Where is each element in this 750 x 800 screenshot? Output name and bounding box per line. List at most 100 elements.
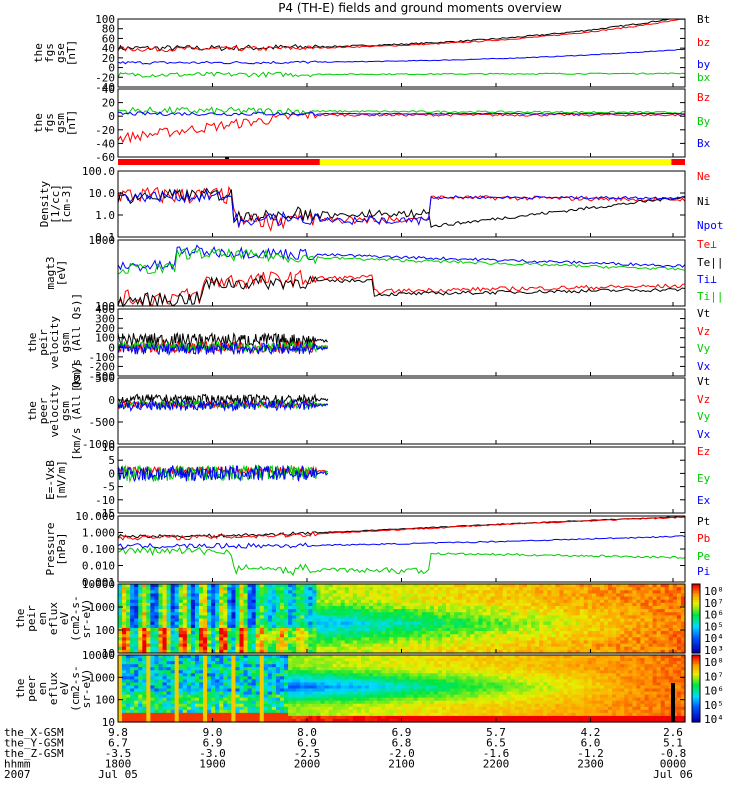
spectrogram-cell [458, 609, 463, 613]
spectrogram-cell [324, 703, 330, 708]
spectrogram-cell [207, 590, 212, 595]
spectrogram-cell [158, 673, 164, 677]
spectrogram-cell [377, 661, 382, 665]
spectrogram-cell [138, 615, 143, 620]
spectrogram-cell [506, 593, 512, 598]
spectrogram-cell [389, 593, 394, 598]
spectrogram-cell [162, 694, 168, 699]
spectrogram-cell [170, 631, 176, 635]
spectrogram-cell [620, 618, 625, 623]
spectrogram-cell [243, 590, 249, 595]
spectrogram-cell [373, 682, 378, 687]
spectrogram-cell [356, 709, 362, 714]
spectrogram-cell [231, 694, 237, 699]
spectrogram-cell [150, 643, 156, 648]
spectrogram-cell [304, 609, 309, 613]
spectrogram-cell [223, 667, 228, 671]
spectrogram-cell [680, 621, 686, 626]
spectrogram-cell [648, 637, 654, 642]
spectrogram-cell [450, 640, 455, 645]
spectrogram-cell [506, 618, 512, 623]
y-tick-label: -20 [95, 124, 115, 137]
spectrogram-cell [292, 637, 297, 642]
spectrogram-cell [158, 602, 164, 607]
spectrogram-cell [207, 682, 212, 687]
spectrogram-cell [126, 624, 131, 629]
spectrogram-cell [664, 605, 670, 610]
spectrogram-cell [190, 703, 196, 708]
spectrogram-cell [344, 658, 350, 662]
spectrogram-cell [547, 593, 552, 598]
spectrogram-cell [656, 596, 662, 601]
spectrogram-cell [316, 618, 322, 623]
spectrogram-cell [199, 624, 204, 629]
spectrogram-cell [280, 584, 285, 588]
spectrogram-cell [130, 596, 135, 601]
spectrogram-cell [174, 590, 180, 595]
colorbar-cell [692, 595, 700, 599]
spectrogram-cell [567, 590, 573, 595]
spectrogram-cell [425, 612, 431, 616]
spectrogram-cell [401, 682, 407, 687]
spectrogram-cell [324, 624, 330, 629]
spectrogram-cell [162, 593, 168, 598]
spectrogram-cell [126, 682, 131, 687]
spectrogram-cell [494, 584, 500, 588]
spectrogram-cell [462, 584, 467, 588]
spectrogram-cell [591, 605, 597, 610]
spectrogram-cell [146, 682, 151, 687]
colorbar-cell [692, 641, 700, 645]
spectrogram-cell [174, 676, 180, 680]
spectrogram-cell [332, 596, 338, 601]
spectrogram-cell [162, 718, 168, 723]
spectrogram-cell [518, 627, 524, 632]
spectrogram-cell [223, 596, 228, 601]
spectrogram-cell [648, 624, 654, 629]
spectrogram-cell [239, 688, 245, 693]
spectrogram-cell [636, 596, 642, 601]
spectrogram-cell [223, 605, 228, 610]
spectrogram-cell [259, 637, 265, 642]
spectrogram-cell [328, 590, 334, 595]
spectrogram-cell [393, 673, 399, 677]
spectrogram-cell [624, 599, 629, 604]
spectrogram-cell [365, 655, 370, 659]
spectrogram-cell [292, 685, 297, 690]
spectrogram-cell [186, 643, 192, 648]
y-tick-label: 0 [108, 467, 115, 480]
spectrogram-cell [429, 634, 435, 638]
spectrogram-cell [632, 637, 637, 642]
spectrogram-cell [251, 584, 257, 588]
spectrogram-cell [547, 627, 552, 632]
spectrogram-cell [130, 709, 135, 714]
spectrogram-cell [239, 706, 245, 711]
spectrogram-cell [640, 649, 646, 654]
spectrogram-cell [518, 640, 524, 645]
spectrogram-cell [543, 637, 548, 642]
spectrogram-cell [219, 631, 224, 635]
spectrogram-cell [425, 618, 431, 623]
spectrogram-cell [199, 612, 204, 616]
spectrogram-cell [620, 587, 625, 591]
spectrogram-cell [190, 688, 196, 693]
spectrogram-cell [446, 612, 451, 616]
spectrogram-cell [446, 615, 451, 620]
spectrogram-cell [134, 615, 139, 620]
spectrogram-cell [340, 691, 346, 696]
spectrogram-cell [385, 627, 390, 632]
spectrogram-cell [636, 640, 642, 645]
spectrogram-cell [628, 621, 633, 626]
spectrogram-cell [344, 664, 350, 668]
spectrogram-cell [182, 596, 188, 601]
spectrogram-cell [126, 709, 131, 714]
spectrogram-cell [130, 706, 135, 711]
spectrogram-cell [288, 631, 293, 635]
spectrogram-cell [604, 590, 609, 595]
spectrogram-cell [194, 661, 200, 665]
spectrogram-cell [454, 590, 459, 595]
spectrogram-cell [369, 676, 374, 680]
spectrogram-cell [446, 621, 451, 626]
spectrogram-cell [648, 618, 654, 623]
y-tick-label: 100 [95, 13, 115, 26]
spectrogram-cell [352, 664, 358, 668]
